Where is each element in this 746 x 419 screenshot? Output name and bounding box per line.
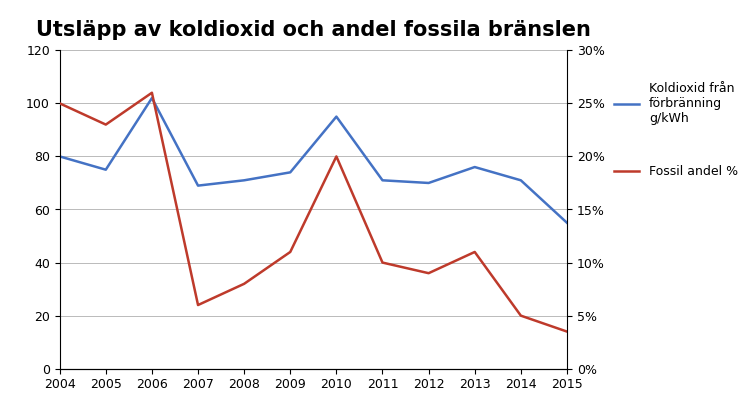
- Legend: Koldioxid från
förbränning
g/kWh, Fossil andel %: Koldioxid från förbränning g/kWh, Fossil…: [614, 82, 738, 178]
- Title: Utsläpp av koldioxid och andel fossila bränslen: Utsläpp av koldioxid och andel fossila b…: [36, 21, 591, 40]
